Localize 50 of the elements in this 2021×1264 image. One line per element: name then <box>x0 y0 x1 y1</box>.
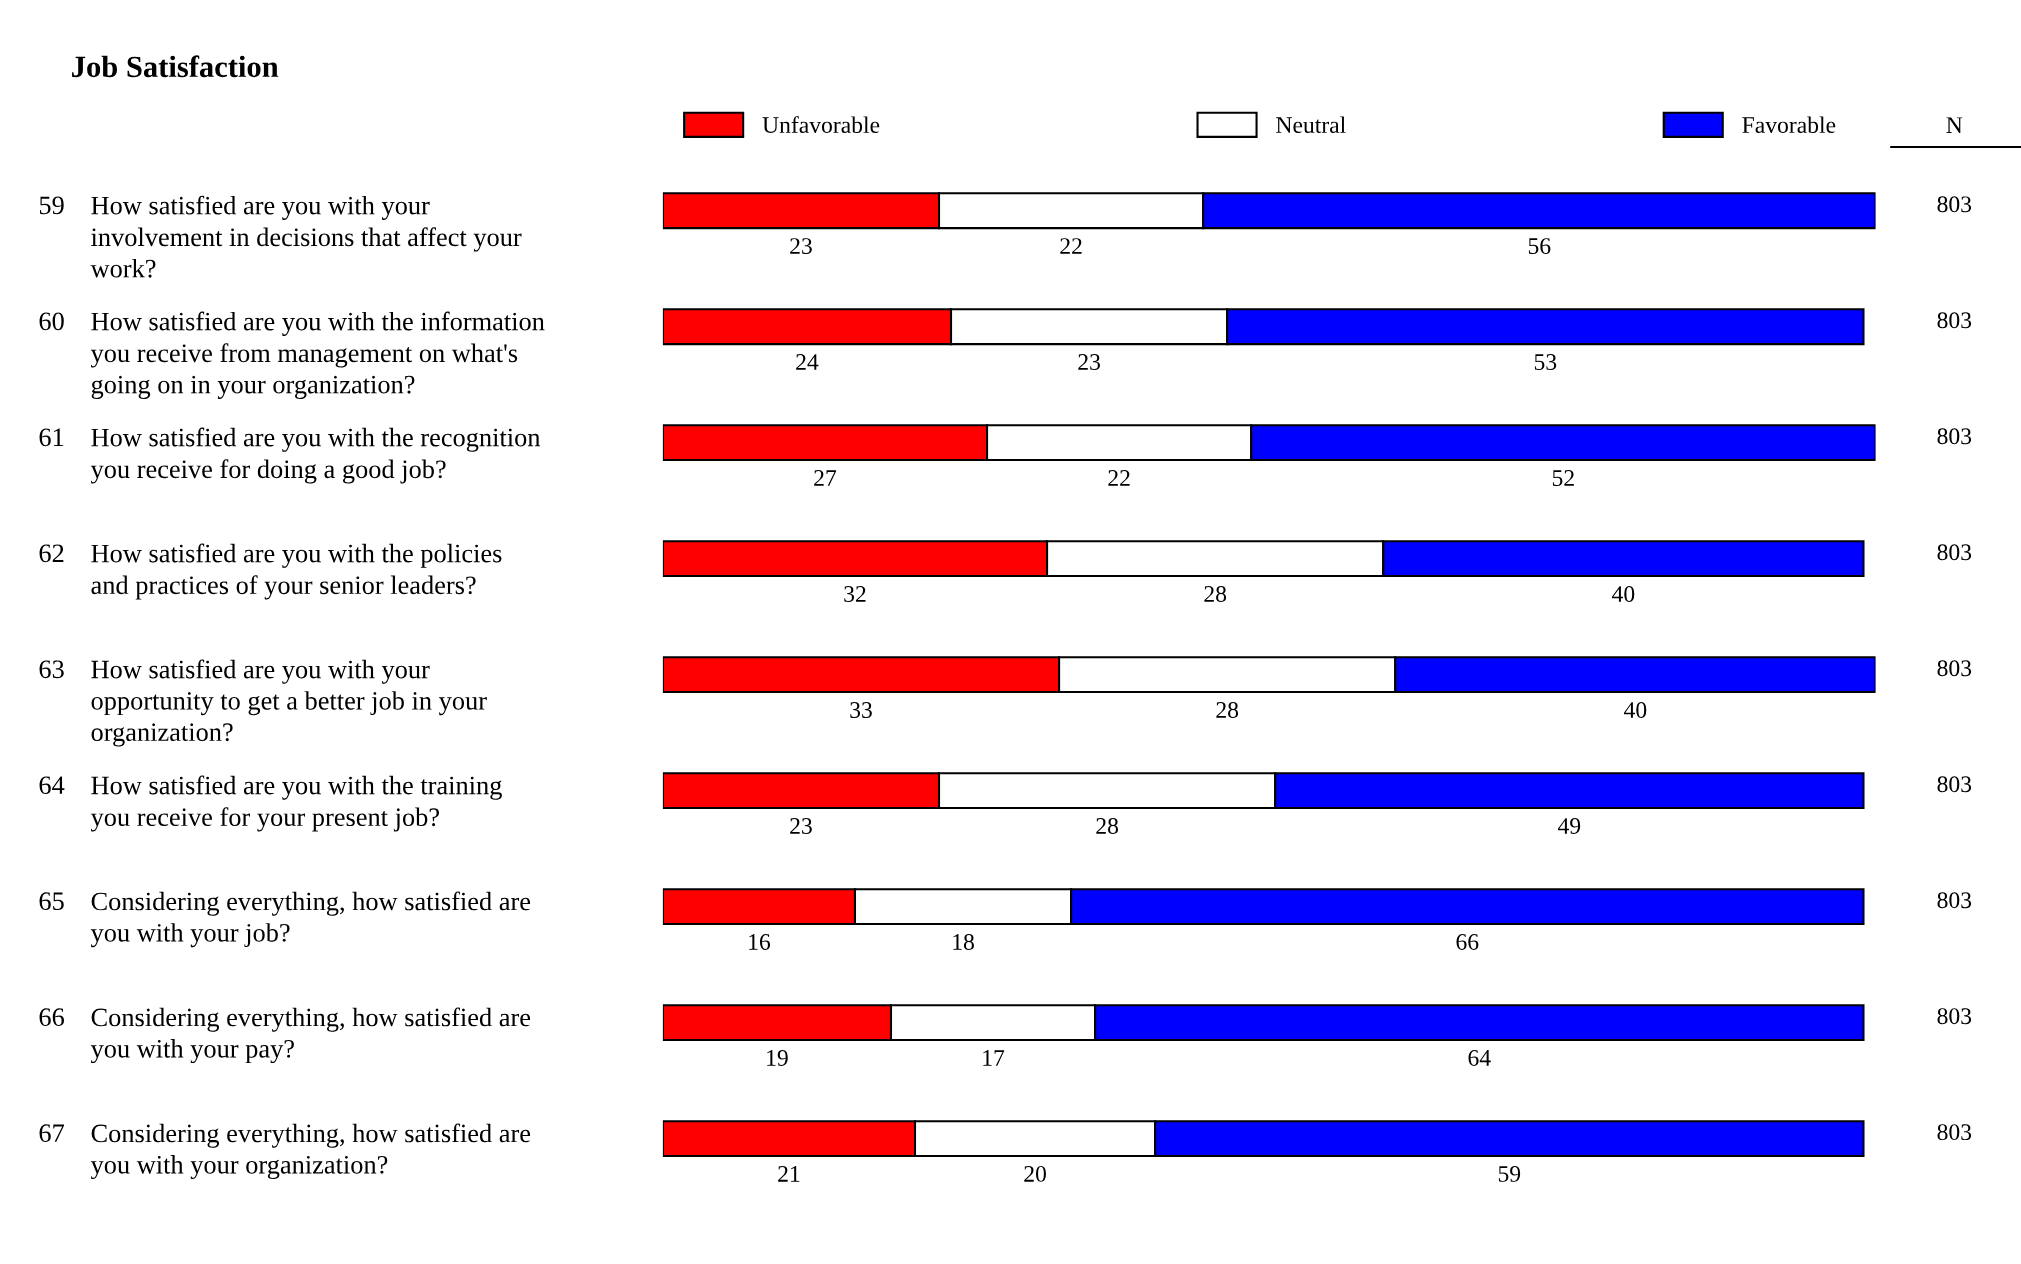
text: 803 <box>1937 196 1972 213</box>
data-label: 40 <box>1624 702 1647 718</box>
legend-label: Favorable <box>1742 116 1836 133</box>
data-label: 28 <box>1204 586 1227 602</box>
data-label: 49 <box>1557 818 1581 834</box>
y-tick-label: 64 How satisfied are you with the training you receive for your present job? <box>39 775 502 832</box>
text: 803 <box>1937 776 1972 793</box>
data-label: 23 <box>1078 354 1100 370</box>
data-label: 64 <box>1468 1050 1491 1066</box>
data-label: 17 <box>983 1050 1005 1066</box>
data-label: 18 <box>953 933 974 950</box>
data-label: 33 <box>850 702 872 718</box>
text: Job Satisfaction <box>72 55 279 78</box>
text: 803 <box>1937 428 1972 445</box>
y-tick-label: 63 How satisfied are you with your opportunity to get a better job in your organization? <box>39 659 487 747</box>
y-tick-label: 62 How satisfied are you with the policies and practices of your senior leaders? <box>39 543 502 600</box>
text: 803 <box>1937 892 1972 909</box>
text: 803 <box>1937 544 1972 561</box>
data-label: 21 <box>778 1166 800 1182</box>
data-label: 22 <box>1060 238 1082 254</box>
data-label: 66 <box>1456 934 1479 950</box>
text: 803 <box>1937 1124 1972 1141</box>
data-label: 28 <box>1096 817 1119 834</box>
data-label: 23 <box>790 818 812 834</box>
data-label: 27 <box>814 470 837 486</box>
text: 803 <box>1937 1008 1972 1025</box>
data-label: 56 <box>1528 238 1551 255</box>
data-label: 24 <box>796 354 819 370</box>
data-label: 59 <box>1498 1166 1521 1182</box>
data-label: 53 <box>1534 354 1557 370</box>
legend-label: Neutral <box>1276 116 1346 133</box>
y-tick-label: 60 How satisfied are you with the information you receive from management on what's going on in your organization? <box>39 311 545 399</box>
y-tick-label: 61 How satisfied are you with the recognition you receive for doing a good job? <box>39 427 541 484</box>
data-label: 19 <box>767 1050 788 1066</box>
data-label: 32 <box>844 586 866 602</box>
y-tick-label: 67 Considering everything, how satisfied are you with your organization? <box>39 1123 531 1180</box>
data-label: 28 <box>1216 702 1239 718</box>
legend-label: Unfavorable <box>762 116 880 133</box>
y-tick-label: 66 Considering everything, how satisfied are you with your pay? <box>39 1007 531 1064</box>
data-label: 20 <box>1024 1165 1046 1182</box>
y-tick-label: 65 Considering everything, how satisfied are you with your job? <box>39 891 531 948</box>
data-label: 52 <box>1552 470 1574 486</box>
data-label: 22 <box>1108 470 1130 486</box>
data-label: 40 <box>1612 586 1635 602</box>
text: 803 <box>1937 660 1972 677</box>
text: N <box>1946 117 1963 133</box>
data-label: 23 <box>790 238 812 255</box>
y-tick-label: 59 How satisfied are you with your involvement in decisions that affect your work? <box>39 195 522 278</box>
text: 803 <box>1937 312 1972 329</box>
data-label: 16 <box>749 934 771 950</box>
